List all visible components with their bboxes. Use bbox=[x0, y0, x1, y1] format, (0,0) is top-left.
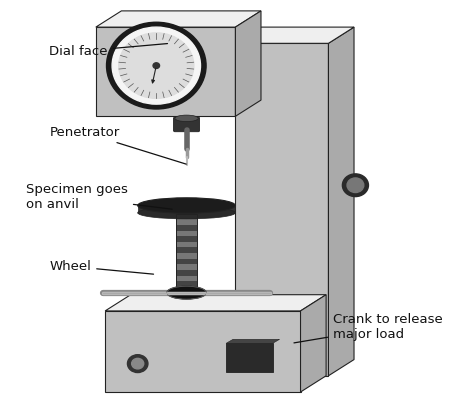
Circle shape bbox=[132, 358, 144, 369]
FancyBboxPatch shape bbox=[96, 27, 236, 116]
FancyBboxPatch shape bbox=[176, 264, 197, 270]
Text: Specimen goes
on anvil: Specimen goes on anvil bbox=[26, 183, 172, 211]
FancyBboxPatch shape bbox=[176, 253, 197, 259]
FancyBboxPatch shape bbox=[176, 214, 197, 219]
Text: Penetrator: Penetrator bbox=[49, 126, 186, 164]
FancyBboxPatch shape bbox=[226, 343, 273, 372]
Text: Dial face: Dial face bbox=[49, 44, 167, 58]
FancyBboxPatch shape bbox=[176, 219, 197, 225]
FancyBboxPatch shape bbox=[176, 236, 197, 242]
Circle shape bbox=[107, 22, 206, 109]
FancyBboxPatch shape bbox=[105, 311, 301, 392]
Polygon shape bbox=[105, 295, 326, 311]
FancyBboxPatch shape bbox=[176, 247, 197, 253]
Circle shape bbox=[112, 27, 201, 104]
Ellipse shape bbox=[175, 115, 198, 122]
FancyBboxPatch shape bbox=[176, 242, 197, 247]
FancyBboxPatch shape bbox=[176, 259, 197, 264]
FancyBboxPatch shape bbox=[176, 282, 197, 287]
Polygon shape bbox=[301, 295, 326, 392]
Text: Wheel: Wheel bbox=[49, 260, 154, 274]
FancyBboxPatch shape bbox=[236, 43, 328, 376]
FancyBboxPatch shape bbox=[176, 287, 197, 293]
Polygon shape bbox=[96, 11, 261, 27]
Circle shape bbox=[347, 178, 364, 192]
Ellipse shape bbox=[137, 207, 236, 219]
Circle shape bbox=[153, 63, 160, 69]
Polygon shape bbox=[236, 27, 354, 43]
Ellipse shape bbox=[167, 286, 206, 299]
Ellipse shape bbox=[137, 198, 236, 213]
Polygon shape bbox=[236, 11, 261, 116]
Polygon shape bbox=[328, 27, 354, 376]
Circle shape bbox=[128, 355, 148, 372]
FancyBboxPatch shape bbox=[173, 117, 200, 132]
FancyBboxPatch shape bbox=[176, 270, 197, 276]
Circle shape bbox=[118, 33, 194, 98]
FancyBboxPatch shape bbox=[176, 276, 197, 282]
Text: Crank to release
major load: Crank to release major load bbox=[294, 313, 443, 343]
FancyBboxPatch shape bbox=[176, 231, 197, 236]
FancyBboxPatch shape bbox=[176, 225, 197, 231]
FancyBboxPatch shape bbox=[137, 206, 236, 213]
Polygon shape bbox=[226, 339, 280, 343]
Circle shape bbox=[342, 174, 368, 196]
